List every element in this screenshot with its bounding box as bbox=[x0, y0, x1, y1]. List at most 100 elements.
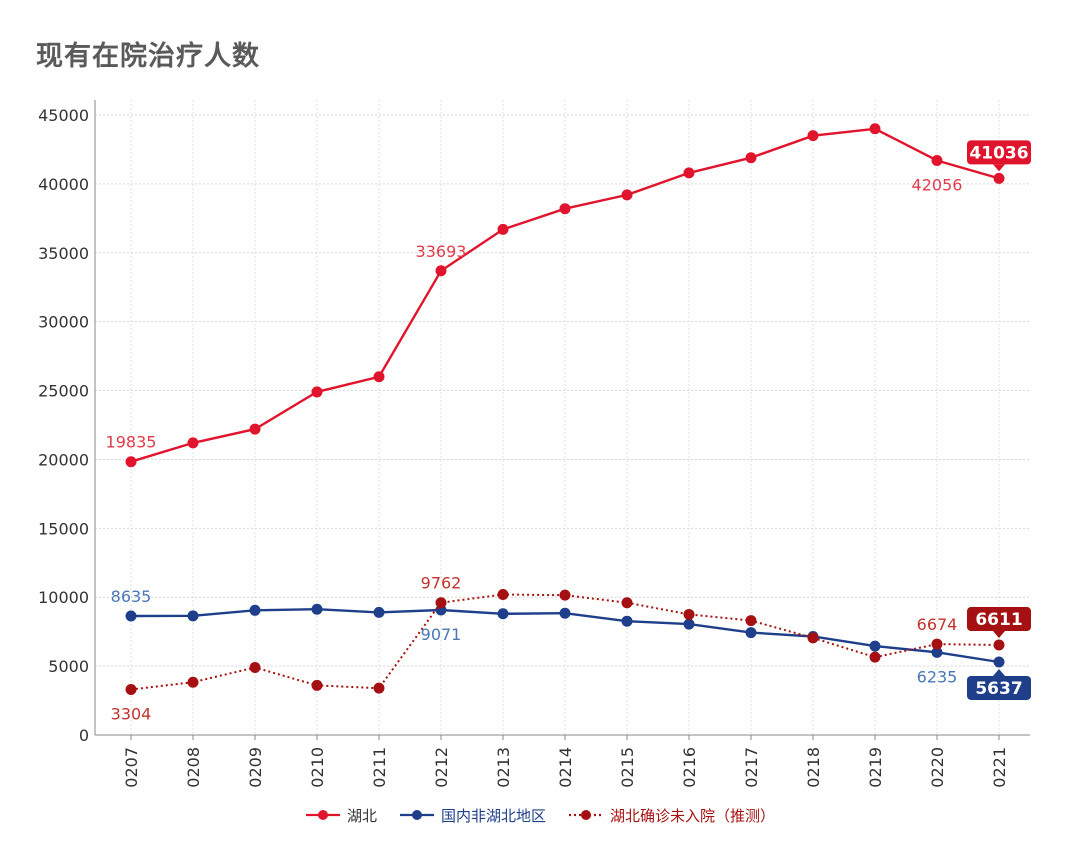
value-tag-text: 5637 bbox=[975, 679, 1022, 699]
series-0-point bbox=[373, 371, 385, 383]
legend-label-2: 湖北确诊未入院（推测） bbox=[610, 806, 776, 825]
legend-swatch-0 bbox=[305, 810, 340, 820]
series-0-point bbox=[497, 223, 509, 235]
series-0-point bbox=[311, 386, 323, 398]
series-0-point bbox=[559, 203, 571, 215]
legend-item-2: 湖北确诊未入院（推测） bbox=[568, 805, 775, 826]
series-2-point bbox=[993, 639, 1005, 651]
data-label: 19835 bbox=[106, 433, 157, 452]
legend-label-1: 国内非湖北地区 bbox=[440, 806, 546, 825]
series-1-point bbox=[621, 615, 633, 627]
series-1-point bbox=[249, 604, 261, 616]
x-tick-label: 0208 bbox=[184, 747, 203, 788]
series-0-point bbox=[249, 423, 261, 435]
x-tick-label: 0211 bbox=[370, 747, 389, 788]
series-1-point bbox=[869, 640, 881, 652]
series-2-point bbox=[683, 608, 695, 620]
value-tag: 5637 bbox=[967, 668, 1031, 700]
y-tick-label: 25000 bbox=[38, 382, 89, 401]
series-0-point bbox=[125, 456, 137, 468]
series-2-point bbox=[931, 638, 943, 650]
y-tick-label: 45000 bbox=[38, 106, 89, 125]
series-0-point bbox=[807, 130, 819, 142]
value-tag-pointer bbox=[993, 668, 1005, 676]
y-tick-label: 20000 bbox=[38, 450, 89, 469]
value-tag-box bbox=[967, 675, 1031, 700]
x-tick-label: 0220 bbox=[928, 747, 947, 788]
series-2-point bbox=[869, 651, 881, 663]
series-0-point bbox=[621, 189, 633, 201]
series-2-point bbox=[435, 597, 447, 609]
axes: 0 5000 10000 15000 20000 25000 30000 35000 40000… bbox=[38, 100, 1030, 788]
legend-item-0: 湖北 bbox=[305, 805, 377, 826]
chart-title: 现有在院治疗人数 bbox=[36, 41, 260, 72]
data-label: 8635 bbox=[111, 587, 152, 606]
data-label: 42056 bbox=[912, 175, 963, 194]
grid-lines bbox=[95, 100, 1030, 735]
x-tick-label: 0212 bbox=[432, 747, 451, 788]
value-tag-box bbox=[967, 607, 1031, 632]
series-1-point bbox=[683, 618, 695, 630]
series-1-point bbox=[187, 610, 199, 622]
series-layer bbox=[125, 123, 1005, 695]
data-label: 33693 bbox=[416, 242, 467, 261]
series-1-point bbox=[125, 610, 137, 622]
series-2-point bbox=[745, 615, 757, 627]
series-2-point bbox=[621, 597, 633, 609]
value-tag: 41036 bbox=[967, 140, 1031, 172]
value-tag: 6611 bbox=[967, 607, 1031, 639]
data-label: 9762 bbox=[421, 574, 462, 593]
series-1-point bbox=[993, 656, 1005, 668]
x-tick-label: 0217 bbox=[742, 747, 761, 788]
series-2-point bbox=[311, 679, 323, 691]
series-0-point bbox=[869, 123, 881, 135]
x-tick-label: 0219 bbox=[866, 747, 885, 788]
series-2-point bbox=[125, 683, 137, 695]
legend-item-1: 国内非湖北地区 bbox=[399, 805, 546, 826]
data-label: 6235 bbox=[917, 667, 958, 686]
series-2-point bbox=[249, 661, 261, 673]
data-label: 3304 bbox=[111, 704, 152, 723]
data-labels-layer: 19835 33693 42056 41036 8635 9071 6235 5637 3304… bbox=[106, 140, 1031, 723]
x-tick-label: 0214 bbox=[556, 747, 575, 788]
x-tick-label: 0207 bbox=[122, 747, 141, 788]
x-tick-label: 0210 bbox=[308, 747, 327, 788]
series-2-point bbox=[187, 676, 199, 688]
series-0-point bbox=[993, 172, 1005, 184]
series-0-point bbox=[435, 265, 447, 277]
legend-swatch-1 bbox=[399, 810, 434, 820]
x-tick-label: 0221 bbox=[990, 747, 1009, 788]
series-1-point bbox=[373, 606, 385, 618]
series-0-point bbox=[187, 437, 199, 449]
y-tick-label: 15000 bbox=[38, 519, 89, 538]
x-tick-label: 0216 bbox=[680, 747, 699, 788]
legend: 湖北 国内非湖北地区 湖北确诊未入院（推测） bbox=[0, 800, 1080, 830]
series-2-point bbox=[373, 682, 385, 694]
line-chart: 0 5000 10000 15000 20000 25000 30000 35000 40000… bbox=[38, 100, 1031, 788]
legend-swatch-2 bbox=[569, 810, 603, 820]
series-2-point bbox=[559, 589, 571, 601]
series-1-point bbox=[497, 608, 509, 620]
x-tick-label: 0218 bbox=[804, 747, 823, 788]
x-tick-label: 0213 bbox=[494, 747, 513, 788]
series-0-point bbox=[931, 154, 943, 166]
y-tick-label: 35000 bbox=[38, 244, 89, 263]
y-tick-label: 40000 bbox=[38, 175, 89, 194]
series-line-0 bbox=[130, 127, 1000, 463]
series-0-point bbox=[745, 152, 757, 164]
y-tick-label: 10000 bbox=[38, 588, 89, 607]
data-label: 9071 bbox=[421, 625, 462, 644]
y-tick-label: 0 bbox=[79, 726, 89, 745]
data-label: 6674 bbox=[917, 615, 958, 634]
series-1-point bbox=[745, 627, 757, 639]
series-1-point bbox=[931, 646, 943, 658]
value-tag-pointer bbox=[993, 631, 1005, 639]
y-tick-label: 30000 bbox=[38, 313, 89, 332]
series-0-point bbox=[683, 167, 695, 179]
y-tick-label: 5000 bbox=[48, 657, 89, 676]
series-1-point bbox=[559, 607, 571, 619]
legend-label-0: 湖北 bbox=[346, 806, 377, 825]
x-tick-label: 0209 bbox=[246, 747, 265, 788]
value-tag-text: 41036 bbox=[969, 143, 1028, 163]
series-1-point bbox=[311, 603, 323, 615]
